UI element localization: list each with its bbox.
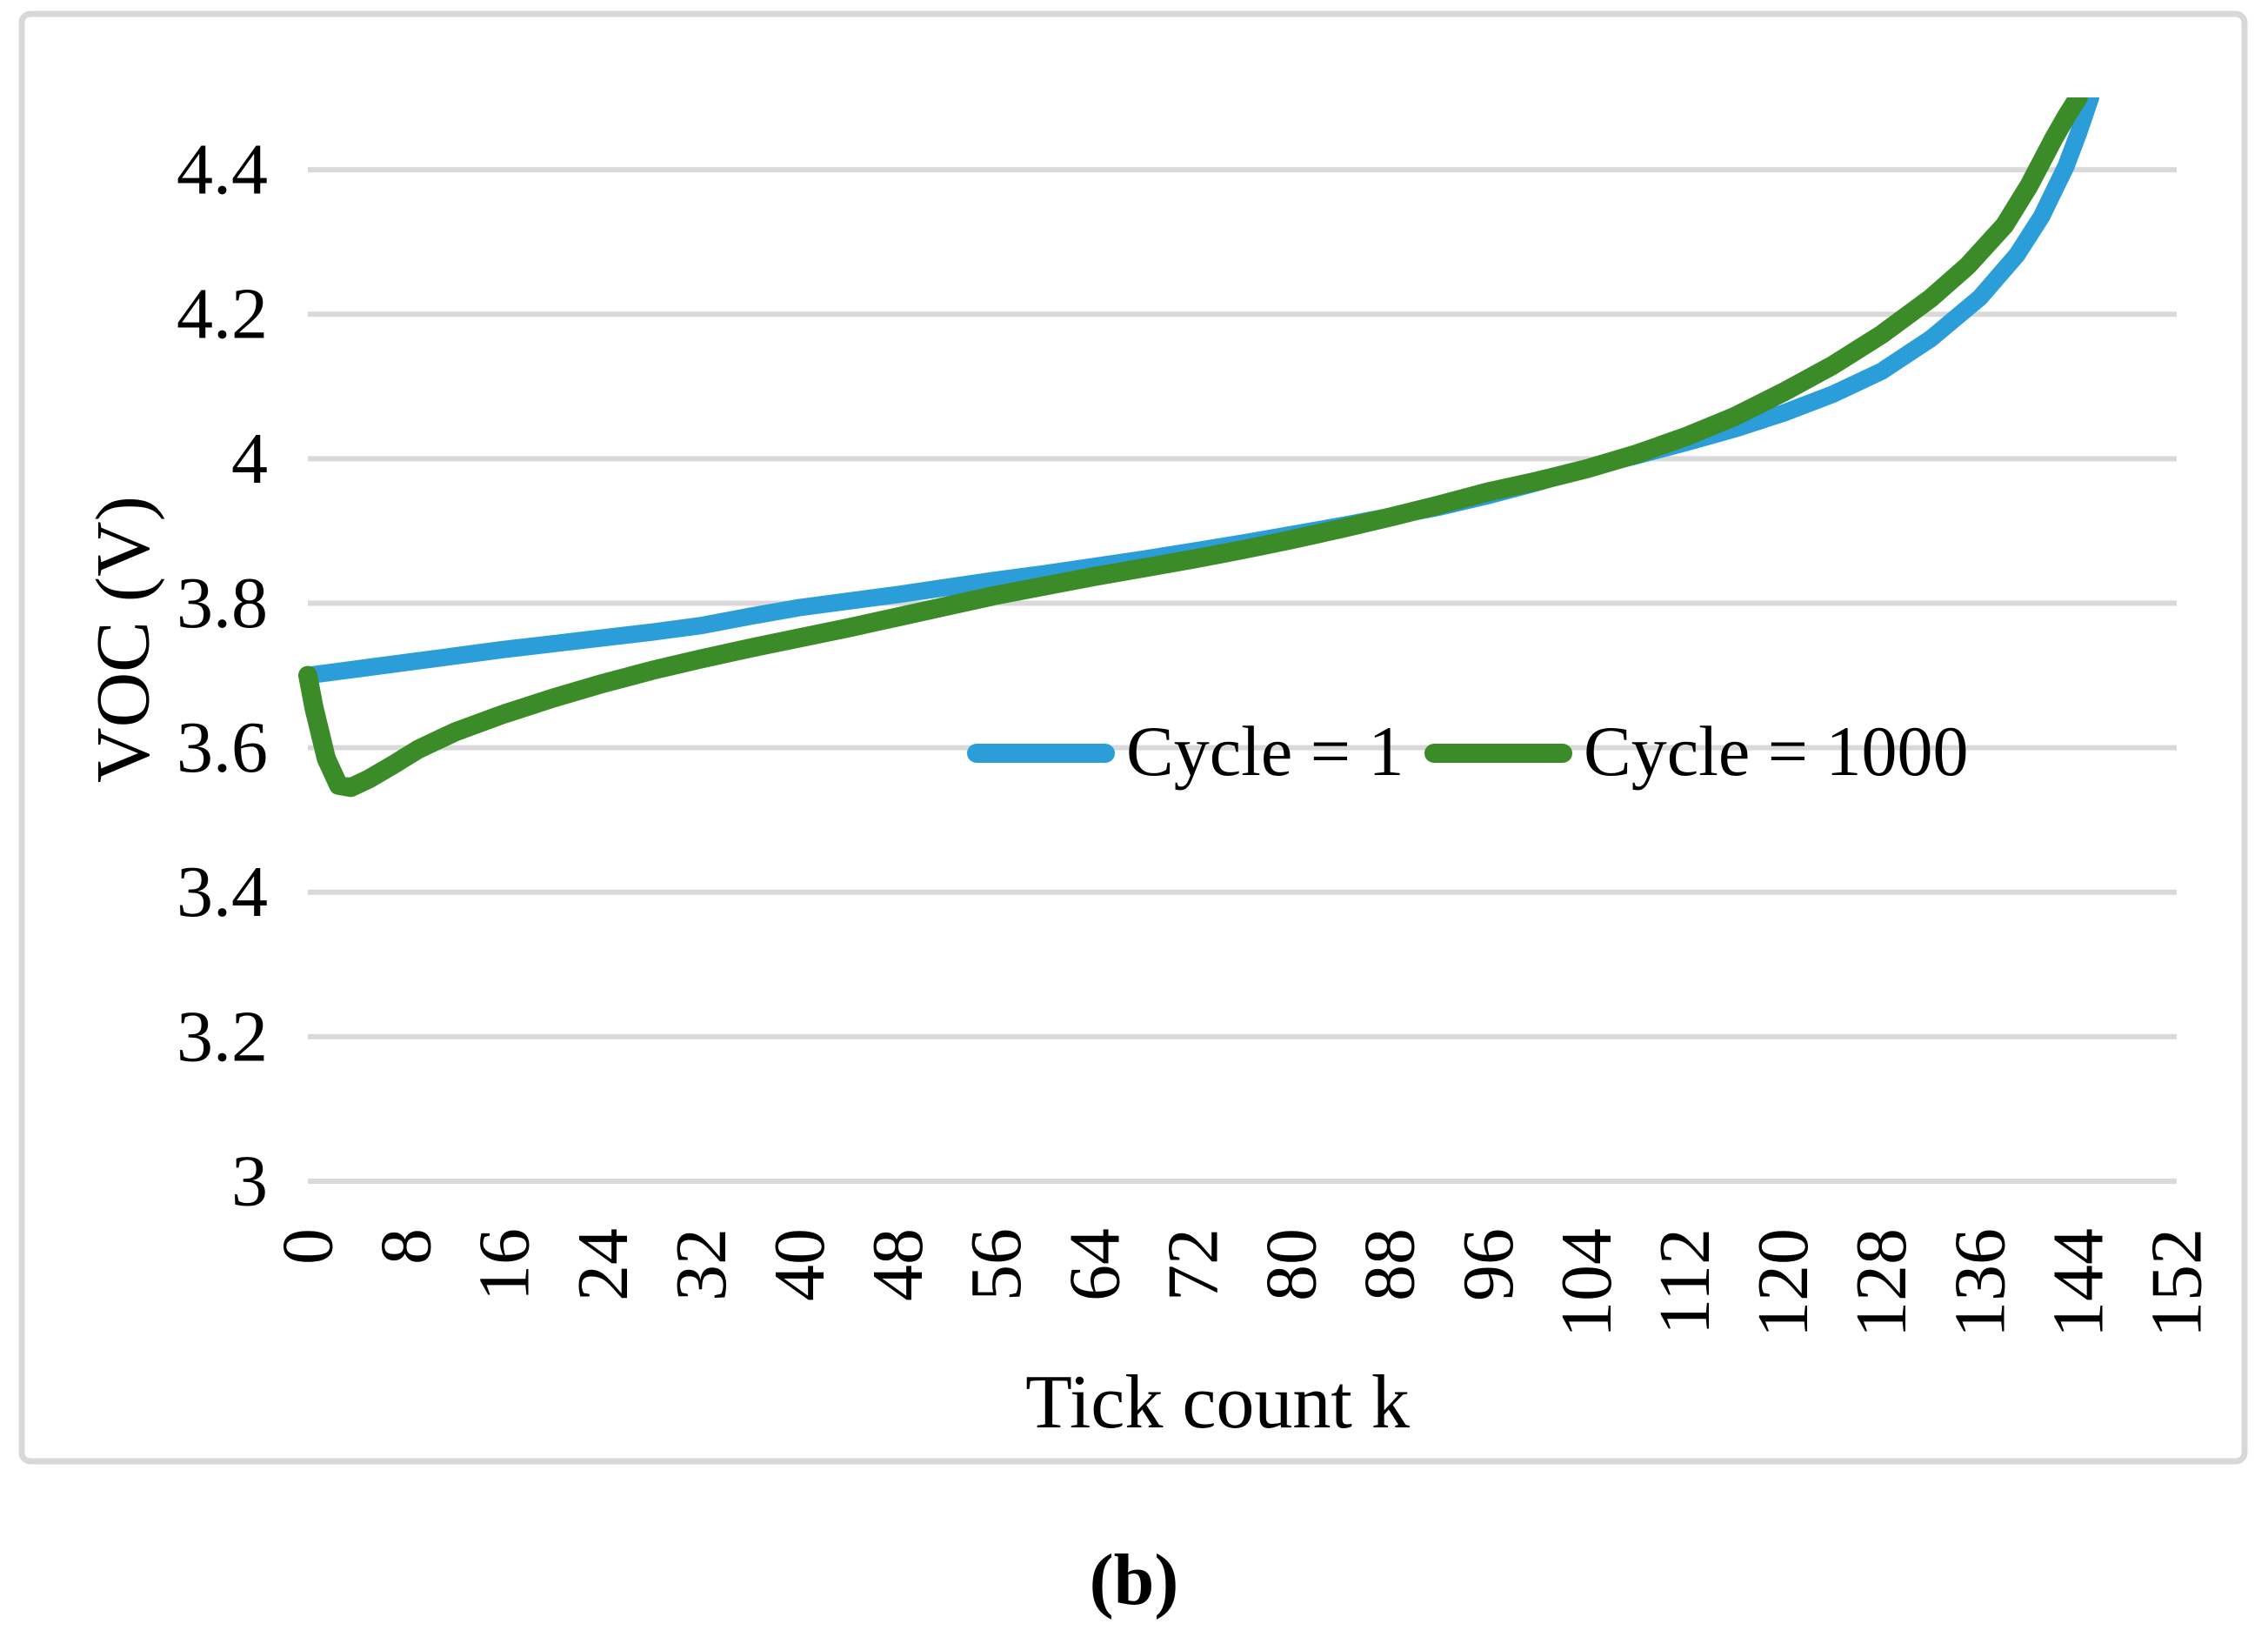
- x-tick-label: 80: [1251, 1228, 1332, 1301]
- y-tick-label: 3.6: [177, 707, 268, 788]
- x-tick-label: 88: [1350, 1228, 1431, 1301]
- legend-label-cycle-1000: Cycle = 1000: [1584, 712, 1969, 791]
- y-tick-label: 4.2: [177, 274, 268, 355]
- figure-caption: (b): [1089, 1540, 1179, 1620]
- x-tick-label: 16: [464, 1228, 545, 1301]
- x-tick-label: 48: [857, 1228, 938, 1301]
- x-tick-label: 24: [563, 1228, 644, 1301]
- legend-swatch-cycle-1000: [1424, 744, 1572, 763]
- x-tick-label: 112: [1644, 1228, 1725, 1335]
- x-tick-label: 136: [1939, 1228, 2020, 1338]
- x-tick-label: 104: [1546, 1228, 1627, 1338]
- x-axis-title: Tick count k: [1025, 1360, 1410, 1445]
- x-tick-label: 96: [1448, 1228, 1529, 1301]
- x-tick-label: 8: [366, 1228, 447, 1265]
- y-axis-title: VOC (V): [81, 496, 166, 783]
- x-tick-label: 40: [759, 1228, 840, 1301]
- x-tick-label: 56: [956, 1228, 1037, 1301]
- x-tick-label: 64: [1054, 1228, 1135, 1301]
- x-tick-label: 120: [1743, 1228, 1824, 1338]
- legend-item-cycle-1000: Cycle = 1000: [1424, 716, 1969, 787]
- y-tick-label: 3.2: [177, 996, 268, 1077]
- y-tick-label: 3.4: [177, 852, 268, 932]
- x-tick-label: 152: [2137, 1228, 2218, 1338]
- legend-swatch-cycle-1: [967, 744, 1115, 763]
- legend-item-cycle-1: Cycle = 1: [967, 716, 1404, 787]
- figure-border: [18, 10, 2248, 1465]
- legend-label-cycle-1: Cycle = 1: [1126, 712, 1404, 791]
- y-tick-label: 4.4: [177, 130, 268, 210]
- y-tick-label: 3.8: [177, 563, 268, 644]
- x-tick-label: 32: [661, 1228, 742, 1301]
- x-tick-label: 72: [1152, 1228, 1233, 1301]
- y-tick-label: 4: [231, 418, 268, 499]
- x-tick-label: 128: [1841, 1228, 1922, 1338]
- series-line-cycle-1000: [298, 97, 2088, 798]
- x-tick-label: 144: [2038, 1228, 2118, 1338]
- x-tick-label: 0: [268, 1228, 349, 1265]
- y-tick-label: 3: [231, 1141, 268, 1222]
